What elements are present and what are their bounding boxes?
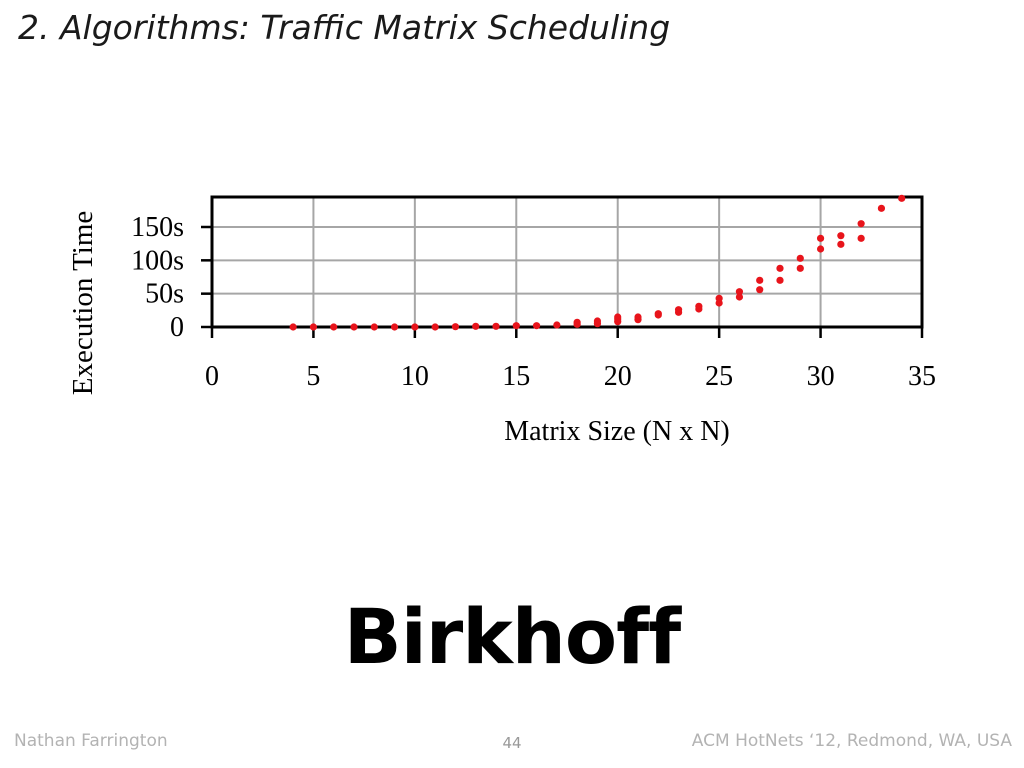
data-point bbox=[756, 276, 764, 284]
x-tick-label: 15 bbox=[502, 361, 530, 392]
data-point bbox=[898, 194, 906, 202]
data-point bbox=[695, 302, 703, 310]
data-point bbox=[553, 321, 561, 329]
data-point bbox=[796, 254, 804, 262]
data-point bbox=[715, 294, 723, 302]
x-axis-title: Matrix Size (N x N) bbox=[504, 416, 730, 447]
data-point bbox=[634, 313, 642, 321]
data-point bbox=[674, 306, 683, 314]
data-point bbox=[816, 234, 825, 242]
data-point bbox=[837, 240, 845, 248]
data-point bbox=[654, 310, 662, 318]
y-tick-label: 100s bbox=[131, 245, 184, 276]
x-tick-label: 0 bbox=[205, 361, 219, 392]
data-point bbox=[857, 234, 865, 242]
x-tick-label: 10 bbox=[401, 361, 429, 392]
data-points bbox=[289, 194, 906, 331]
plot-frame bbox=[210, 195, 924, 329]
x-tick-label: 20 bbox=[604, 361, 632, 392]
data-point bbox=[776, 264, 784, 272]
data-point bbox=[877, 204, 886, 212]
data-point bbox=[756, 286, 764, 294]
footer-author: Nathan Farrington bbox=[14, 731, 168, 751]
data-point bbox=[431, 323, 439, 331]
data-point bbox=[857, 220, 865, 228]
data-point bbox=[816, 245, 825, 253]
data-point bbox=[330, 323, 338, 331]
x-tick-label: 30 bbox=[807, 361, 835, 392]
slide-title: 2. Algorithms: Traffic Matrix Scheduling bbox=[18, 8, 671, 47]
y-axis-title: Execution Time bbox=[67, 211, 99, 395]
data-point bbox=[593, 317, 602, 325]
data-point bbox=[614, 313, 622, 321]
data-point bbox=[472, 322, 480, 330]
data-point bbox=[776, 276, 784, 284]
x-tick-label: 5 bbox=[306, 361, 320, 392]
y-tick-label: 50s bbox=[145, 279, 184, 310]
data-point bbox=[532, 322, 541, 330]
x-tick-label: 25 bbox=[705, 361, 733, 392]
data-point bbox=[492, 322, 500, 330]
y-tick-label: 150s bbox=[131, 212, 184, 243]
data-point bbox=[735, 293, 744, 301]
data-point bbox=[512, 322, 520, 330]
x-tick-label: 35 bbox=[908, 361, 936, 392]
data-point bbox=[370, 323, 378, 331]
data-point bbox=[735, 288, 744, 296]
grid-lines bbox=[211, 197, 923, 328]
y-tick-label: 0 bbox=[170, 312, 184, 343]
data-point bbox=[837, 232, 845, 240]
footer-venue: ACM HotNets ‘12, Redmond, WA, USA bbox=[691, 731, 1012, 751]
headline-birkhoff: Birkhoff bbox=[343, 592, 681, 681]
page-number: 44 bbox=[502, 734, 522, 752]
data-point bbox=[411, 323, 419, 331]
data-point bbox=[390, 323, 399, 331]
data-point bbox=[289, 323, 297, 331]
data-point bbox=[451, 323, 460, 331]
data-point bbox=[350, 323, 358, 331]
data-point bbox=[573, 318, 581, 326]
data-point bbox=[796, 264, 804, 272]
data-point bbox=[309, 323, 318, 331]
